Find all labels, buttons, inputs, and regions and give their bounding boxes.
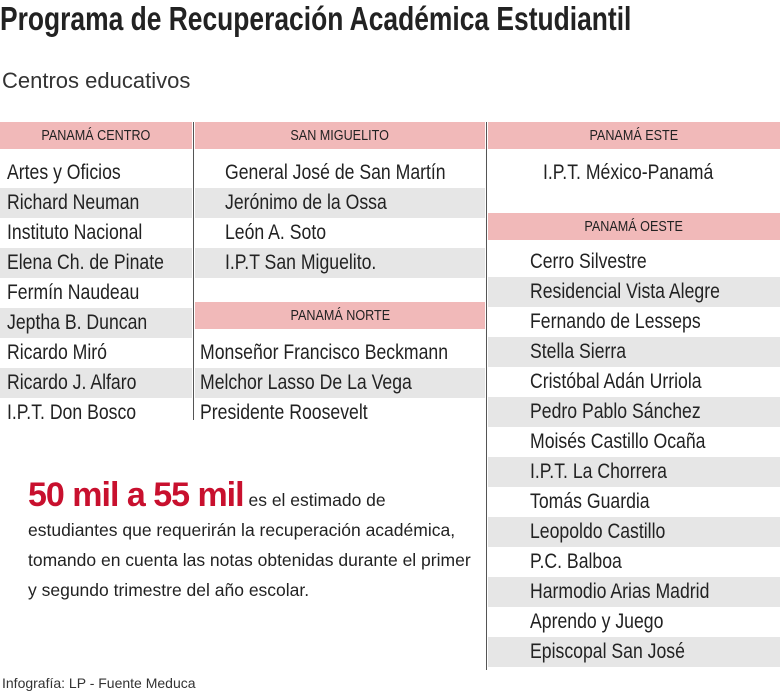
school: Presidente Roosevelt [195,398,485,428]
divider [193,122,194,420]
school: Jerónimo de la Ossa [195,188,485,218]
school: Aprendo y Juego [488,607,780,637]
school-text: Leopoldo Castillo [530,520,666,543]
school: I.P.T San Miguelito. [195,248,485,278]
school-text: Cerro Silvestre [530,250,647,273]
school-text: Fermín Naudeau [7,281,140,304]
highlight: 50 mil a 55 mil es el estimado de estudi… [28,478,478,605]
school: Episcopal San José [488,637,780,667]
region-header: PANAMÁ CENTRO [0,122,192,149]
school-text: Melchor Lasso De La Vega [200,371,412,394]
school: Instituto Nacional [0,218,192,248]
school-text: Tomás Guardia [530,490,650,513]
school-text: Jeptha B. Duncan [7,311,148,334]
school: Tomás Guardia [488,487,780,517]
school: I.P.T. México-Panamá [488,158,780,188]
school: Jeptha B. Duncan [0,308,192,338]
school-text: Stella Sierra [530,340,627,363]
school: Ricardo J. Alfaro [0,368,192,398]
divider [486,122,487,670]
school-text: Elena Ch. de Pinate [7,251,164,274]
school: P.C. Balboa [488,547,780,577]
school: Moisés Castillo Ocaña [488,427,780,457]
region-name: PANAMÁ ESTE [589,127,679,144]
school-text: Fernando de Lesseps [530,310,701,333]
school: Cristóbal Adán Urriola [488,367,780,397]
school: Leopoldo Castillo [488,517,780,547]
school-text: I.P.T. Don Bosco [7,401,137,424]
region-name: PANAMÁ OESTE [584,218,684,235]
school: Residencial Vista Alegre [488,277,780,307]
school: Ricardo Miró [0,338,192,368]
region-header: PANAMÁ OESTE [488,213,780,240]
school-text: I.P.T. México-Panamá [543,161,714,184]
region-name: SAN MIGUELITO [290,127,390,144]
school: Fernando de Lesseps [488,307,780,337]
school-text: Ricardo Miró [7,341,107,364]
region-name: PANAMÁ CENTRO [41,127,151,144]
school: Artes y Oficios [0,158,192,188]
school-text: Richard Neuman [7,191,140,214]
school-text: Instituto Nacional [7,221,143,244]
school: Monseñor Francisco Beckmann [195,338,485,368]
school-text: I.P.T San Miguelito. [225,251,377,274]
school-text: Pedro Pablo Sánchez [530,400,701,423]
school-text: I.P.T. La Chorrera [530,460,667,483]
region-header: SAN MIGUELITO [195,122,485,149]
school: Elena Ch. de Pinate [0,248,192,278]
school-text: Aprendo y Juego [530,610,664,633]
source: Infografía: LP - Fuente Meduca [2,675,196,691]
region-header: PANAMÁ NORTE [195,302,485,329]
region-name: PANAMÁ NORTE [290,307,390,324]
school-text: P.C. Balboa [530,550,622,573]
title: Programa de Recuperación Académica Estud… [0,0,632,37]
school-text: General José de San Martín [225,161,446,184]
region-header: PANAMÁ ESTE [488,122,780,149]
school-text: Jerónimo de la Ossa [225,191,387,214]
school-text: Ricardo J. Alfaro [7,371,137,394]
school-text: León A. Soto [225,221,327,244]
school: Pedro Pablo Sánchez [488,397,780,427]
school: Fermín Naudeau [0,278,192,308]
highlight-text: es el estimado de estudiantes que requer… [28,490,471,600]
school-text: Cristóbal Adán Urriola [530,370,702,393]
school-text: Residencial Vista Alegre [530,280,720,303]
school-text: Moisés Castillo Ocaña [530,430,706,453]
school: Harmodio Arias Madrid [488,577,780,607]
school-text: Harmodio Arias Madrid [530,580,710,603]
school-text: Episcopal San José [530,640,685,663]
school-text: Artes y Oficios [7,161,121,184]
school-text: Monseñor Francisco Beckmann [200,341,449,364]
school: I.P.T. La Chorrera [488,457,780,487]
school: León A. Soto [195,218,485,248]
school: I.P.T. Don Bosco [0,398,192,428]
highlight-figure: 50 mil a 55 mil [28,476,245,514]
school: Stella Sierra [488,337,780,367]
subtitle: Centros educativos [2,68,191,93]
school: Cerro Silvestre [488,247,780,277]
school-text: Presidente Roosevelt [200,401,368,424]
school: General José de San Martín [195,158,485,188]
school: Richard Neuman [0,188,192,218]
school: Melchor Lasso De La Vega [195,368,485,398]
